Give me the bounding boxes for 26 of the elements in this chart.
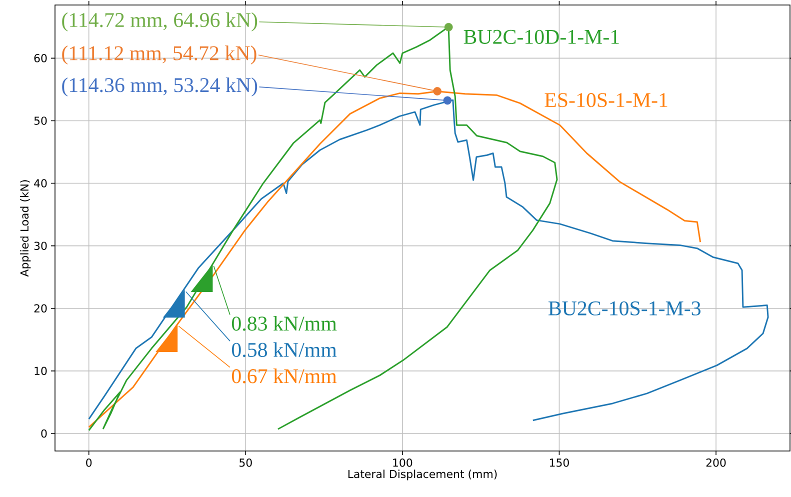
annotation: (114.72 mm, 64.96 kN): [62, 12, 258, 32]
y-tick-label: 60: [34, 54, 47, 62]
annotation: 0.67 kN/mm: [232, 368, 337, 384]
y-axis-title: Applied Load (kN): [20, 180, 31, 277]
annotation: (114.36 mm, 53.24 kN): [62, 77, 258, 96]
x-tick-label: 150: [550, 458, 569, 467]
point: [444, 22, 453, 32]
x-tick-label: 50: [240, 458, 252, 467]
x-axis-title: Lateral Displacement (mm): [348, 470, 497, 480]
point: [443, 96, 452, 105]
y-tick-label: 50: [34, 116, 47, 125]
y-tick-label: 10: [34, 366, 47, 376]
annotation: (111.12 mm, 54.72 kN): [62, 46, 256, 65]
point: [433, 86, 442, 96]
annotation: 0.58 kN/mm: [232, 342, 337, 358]
annotation: 0.83 kN/mm: [232, 316, 337, 331]
x-tick-label: 100: [393, 458, 412, 467]
x-tick-label: 0: [86, 458, 92, 467]
y-tick-label: 40: [34, 179, 47, 188]
x-tick-label: 200: [706, 458, 726, 467]
series-label: ES-10S-1-M-1: [544, 93, 668, 108]
y-tick-label: 0: [41, 429, 47, 438]
y-tick-label: 30: [34, 242, 47, 250]
y-tick-label: 20: [34, 304, 47, 313]
series-label: BU2C-10D-1-M-1: [464, 30, 619, 44]
text: BU2C-10S-1-M-3: [548, 301, 700, 316]
